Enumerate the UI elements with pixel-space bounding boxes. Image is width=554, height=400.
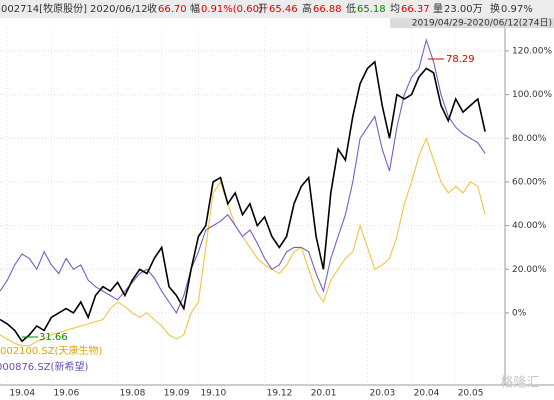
header-field: 幅 [190, 2, 200, 15]
x-tick-label: 19.10 [200, 389, 226, 399]
y-tick-label: 100.00% [512, 90, 552, 100]
series-line [0, 136, 486, 347]
header-field: 66.88 [313, 4, 342, 15]
x-tick-label: 20.04 [414, 389, 440, 399]
header-field: 66.37 [401, 4, 430, 15]
legend-label: 000876.SZ(新希望) [0, 360, 88, 373]
y-tick-label: 80.00% [512, 134, 547, 144]
header-field: 高 [302, 2, 312, 15]
x-tick-label: 20.01 [311, 389, 337, 399]
series-line [0, 38, 486, 315]
header-bg [0, 0, 554, 18]
header-field: 低 [346, 2, 356, 15]
x-tick-label: 19.04 [9, 389, 35, 399]
annotation: 31.66 [39, 332, 68, 343]
header-field: 23.00万 [444, 4, 483, 15]
header-field: 002714[牧原股份] [1, 2, 87, 15]
y-tick-label: 60.00% [512, 177, 547, 187]
y-tick-label: 40.00% [512, 221, 547, 231]
header-field: 开 [258, 4, 268, 15]
header-field: 0.97% [501, 4, 533, 15]
x-tick-label: 19.08 [120, 389, 146, 399]
x-tick-label: 20.03 [370, 389, 396, 399]
header-field: 2020/06/12 [90, 4, 148, 15]
watermark: 格隆汇 [500, 375, 539, 391]
series-line [0, 60, 486, 343]
range-bg [390, 18, 554, 28]
x-tick-label: 19.12 [267, 389, 293, 399]
x-tick-label: 19.06 [53, 389, 79, 399]
header-field: 65.46 [269, 4, 298, 15]
header-field: 收 [147, 2, 157, 15]
header-field: 换 [490, 2, 500, 15]
y-tick-label: 20.00% [512, 265, 547, 275]
x-tick-label: 20.05 [458, 389, 484, 399]
annotation: 78.29 [446, 54, 475, 65]
x-tick-label: 19.09 [164, 389, 190, 399]
date-range: 2019/04/29-2020/06/12(274日) [412, 18, 552, 29]
header-field: 均 [390, 3, 400, 15]
header-field: 量 [433, 3, 443, 15]
header-field: 66.70 [158, 4, 187, 15]
legend-label: 002100.SZ(天康生物) [0, 344, 102, 357]
y-tick-label: 0% [512, 308, 527, 318]
y-tick-label: 120.00% [512, 46, 552, 56]
header-field: 0.91%(0.60) [201, 4, 263, 15]
header-field: 65.18 [357, 4, 386, 15]
